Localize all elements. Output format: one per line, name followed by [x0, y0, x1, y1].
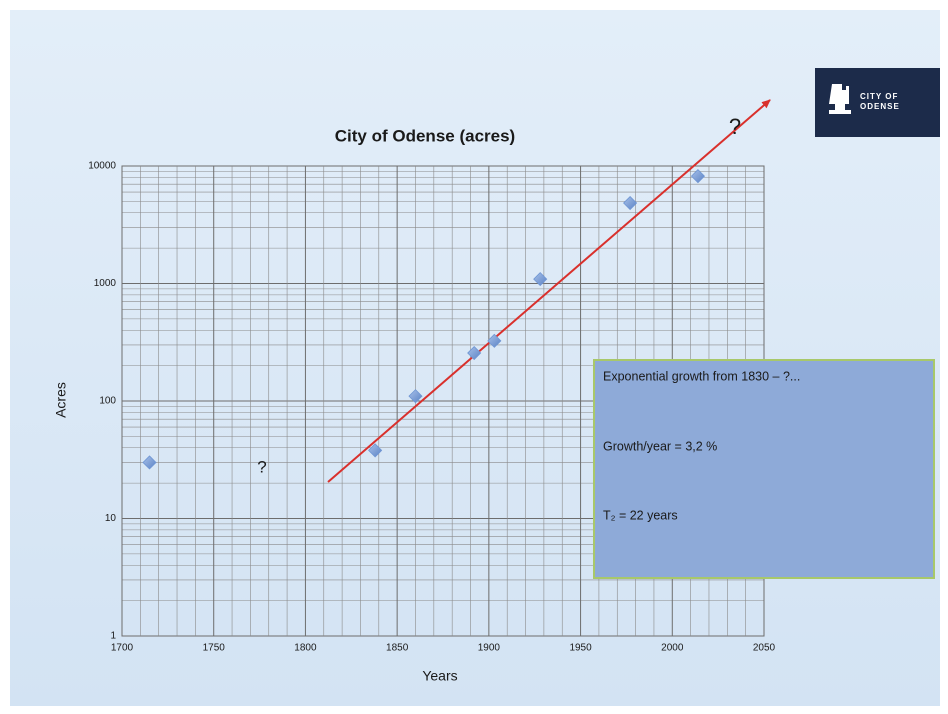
text-box-line: Growth/year = 3,2 % — [603, 439, 717, 453]
data-point — [533, 272, 548, 287]
y-axis-label: Acres — [53, 382, 69, 418]
data-point — [690, 169, 706, 184]
x-tick-label: 1950 — [569, 643, 592, 654]
trend-arrow — [327, 99, 771, 483]
x-tick-label: 1700 — [111, 643, 134, 654]
text-box — [593, 359, 935, 579]
y-tick-label: 1000 — [94, 278, 117, 289]
y-tick-label: 100 — [99, 396, 116, 407]
logo-emblem — [829, 84, 851, 114]
annotation: ? — [729, 114, 741, 139]
data-point — [467, 345, 482, 361]
y-tick-label: 10 — [105, 513, 117, 524]
x-tick-label: 2050 — [753, 643, 776, 654]
annotation: ? — [257, 457, 266, 476]
x-tick-label: 1850 — [386, 643, 409, 654]
data-point — [623, 195, 638, 211]
y-tick-label: 10000 — [88, 161, 116, 172]
y-tick-label: 1 — [110, 631, 116, 642]
chart-title: City of Odense (acres) — [335, 126, 515, 145]
logo-text: CITY OF — [860, 92, 898, 101]
logo-text: ODENSE — [860, 102, 900, 111]
x-axis-label: Years — [422, 668, 457, 684]
text-box-line: T₂ = 22 years — [603, 508, 678, 522]
x-tick-label: 2000 — [661, 643, 684, 654]
data-point — [408, 389, 423, 404]
x-tick-label: 1750 — [203, 643, 226, 654]
data-point — [368, 443, 383, 458]
data-point — [142, 455, 157, 470]
text-box-line: Exponential growth from 1830 – ?... — [603, 369, 800, 383]
x-tick-label: 1900 — [478, 643, 501, 654]
x-tick-label: 1800 — [294, 643, 317, 654]
data-point — [487, 333, 502, 348]
